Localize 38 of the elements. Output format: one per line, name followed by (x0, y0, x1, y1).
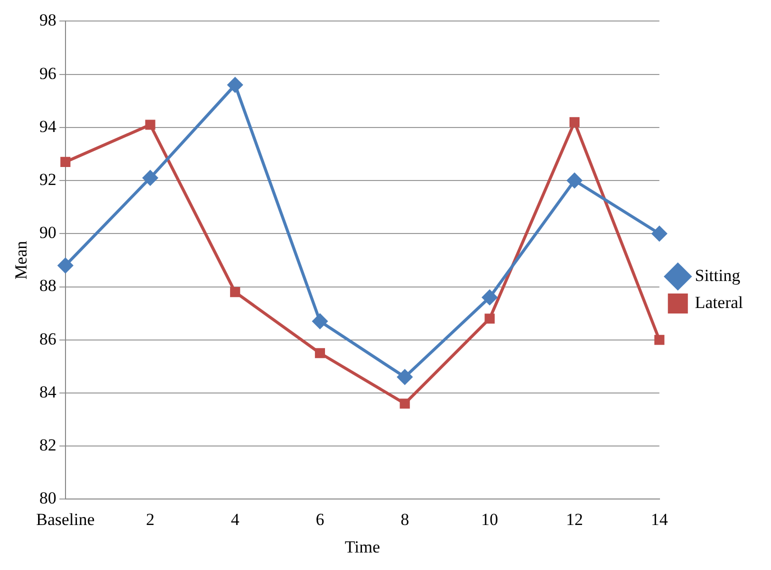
y-tick-label: 98 (39, 10, 56, 30)
legend-label: Lateral (694, 292, 744, 312)
y-axis-title: Mean (12, 240, 31, 280)
x-tick-label: 8 (400, 510, 410, 529)
x-tick-label: 14 (650, 510, 668, 529)
point (397, 370, 412, 385)
point (314, 348, 325, 358)
point (230, 287, 240, 298)
x-tick-label: 10 (481, 510, 498, 529)
x-tick-label: 4 (230, 510, 240, 529)
x-tick-label: 12 (566, 510, 584, 529)
point (228, 77, 243, 92)
point (312, 314, 328, 329)
point (569, 117, 580, 128)
point (484, 314, 495, 324)
x-tick-label: 2 (146, 510, 155, 529)
point (145, 120, 156, 130)
y-tick-label: 80 (39, 488, 56, 508)
point (60, 156, 70, 167)
x-tick-label: Baseline (36, 510, 95, 529)
point (567, 173, 582, 188)
point (58, 258, 73, 274)
point (652, 226, 667, 242)
y-tick-label: 82 (39, 436, 56, 455)
legend-label: Sitting (694, 266, 741, 285)
x-tick-label: 6 (316, 510, 324, 529)
point (654, 334, 664, 345)
point (482, 290, 498, 305)
y-tick-label: 94 (39, 116, 57, 136)
point (142, 170, 158, 186)
point (400, 398, 410, 409)
y-tick-label: 84 (39, 382, 57, 402)
y-tick-label: 88 (39, 276, 56, 296)
y-tick-label: 90 (39, 223, 56, 242)
x-axis-title: Time (344, 537, 380, 556)
y-tick-label: 96 (39, 64, 56, 83)
y-tick-label: 86 (39, 329, 56, 348)
y-tick-label: 92 (39, 170, 56, 189)
